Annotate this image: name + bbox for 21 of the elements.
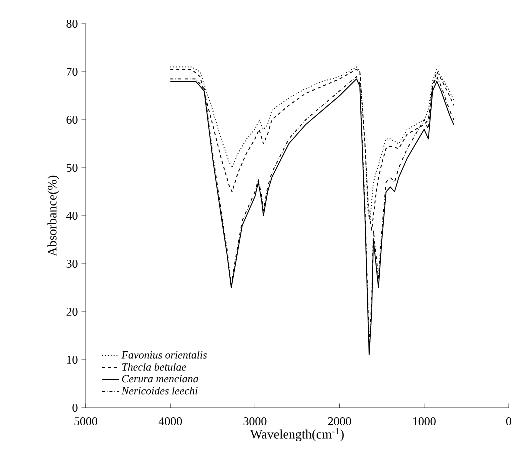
y-tick-label: 30 [66, 260, 78, 268]
y-tick-label: 20 [66, 308, 78, 316]
y-tick-label: 10 [67, 356, 78, 364]
y-tick-label: 60 [66, 116, 78, 124]
x-axis-title: Wavelength(cm$^{-1}$) [250, 428, 344, 442]
y-tick-label: 70 [67, 68, 78, 76]
legend-label: Thecla betulae [122, 363, 186, 371]
y-axis-title: Absorbance(%) [48, 176, 60, 257]
legend-label: Nericoides leechi [122, 387, 198, 395]
x-tick-label: 2000 [328, 417, 352, 426]
x-tick-label: 3000 [244, 417, 267, 426]
y-tick-label: 50 [66, 164, 78, 172]
x-tick-label: 5000 [74, 417, 98, 426]
x-tick-label: 1000 [413, 417, 436, 426]
y-tick-label: 40 [66, 212, 78, 220]
y-tick-label: 80 [66, 20, 78, 28]
legend-label: Favonius orientalis [122, 351, 207, 359]
legend-label: Cerura menciana [122, 375, 198, 383]
x-tick-label: 0 [506, 417, 512, 426]
x-tick-label: 4000 [158, 417, 182, 426]
y-tick-label: 0 [72, 404, 78, 412]
